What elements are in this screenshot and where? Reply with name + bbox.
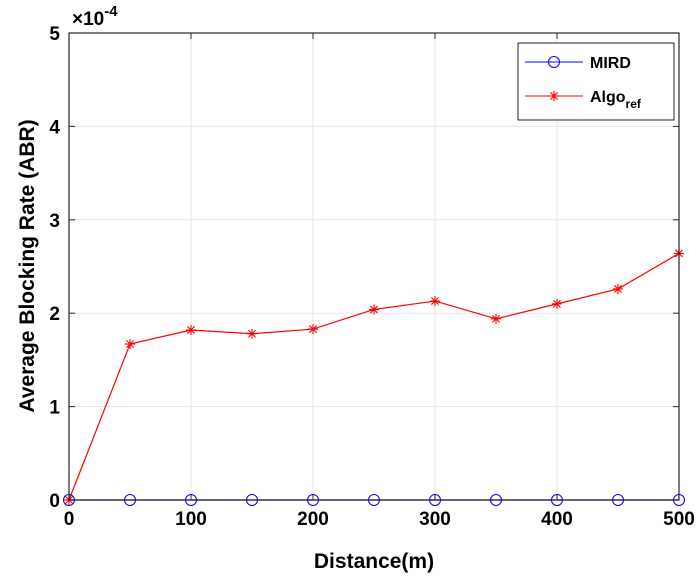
x-tick-label: 500 bbox=[663, 509, 695, 530]
y-tick-label: 3 bbox=[49, 211, 60, 232]
data-point-algo-ref bbox=[186, 325, 196, 336]
legend-marker-mird bbox=[548, 56, 560, 68]
x-tick-label: 100 bbox=[175, 509, 207, 530]
legend-label-algo-ref: Algoref bbox=[590, 89, 642, 111]
legend-label-subscript: ref bbox=[626, 97, 642, 111]
y-tick-label: 5 bbox=[49, 24, 60, 45]
data-point-algo-ref bbox=[369, 304, 379, 315]
x-tick-label: 400 bbox=[541, 509, 573, 530]
exponent-label: ×10-4 bbox=[72, 3, 118, 30]
plot-frame bbox=[68, 32, 680, 501]
x-axis-label: Distance(m) bbox=[314, 550, 434, 573]
x-tick-label: 200 bbox=[297, 509, 329, 530]
x-tick-label: 300 bbox=[419, 509, 451, 530]
tick-labels: 0 100 200 300 400 500 0 1 2 3 4 5 bbox=[49, 24, 694, 530]
y-tick-label: 2 bbox=[49, 304, 60, 325]
legend-label-mird: MIRD bbox=[590, 55, 631, 72]
y-axis-label: Average Blocking Rate (ABR) bbox=[16, 119, 39, 412]
data-point-algo-ref bbox=[613, 283, 623, 294]
x-tick-label: 0 bbox=[64, 509, 75, 530]
legend: MIRD Algoref bbox=[517, 42, 675, 121]
data-point-algo-ref bbox=[491, 313, 501, 324]
exponent-power: -4 bbox=[104, 3, 118, 20]
legend-marker-algo-ref bbox=[549, 91, 559, 101]
legend-star-glyph bbox=[549, 91, 559, 101]
data-point-algo-ref bbox=[125, 339, 135, 350]
y-tick-label: 4 bbox=[49, 117, 60, 138]
y-tick-label: 1 bbox=[49, 398, 60, 419]
data-point-algo-ref bbox=[552, 298, 562, 309]
tick-marks bbox=[68, 32, 680, 501]
data-point-algo-ref bbox=[247, 328, 257, 339]
data-point-algo-ref bbox=[430, 296, 440, 307]
y-tick-label: 0 bbox=[49, 491, 60, 512]
legend-box bbox=[517, 42, 675, 121]
data-point-algo-ref bbox=[308, 324, 318, 335]
